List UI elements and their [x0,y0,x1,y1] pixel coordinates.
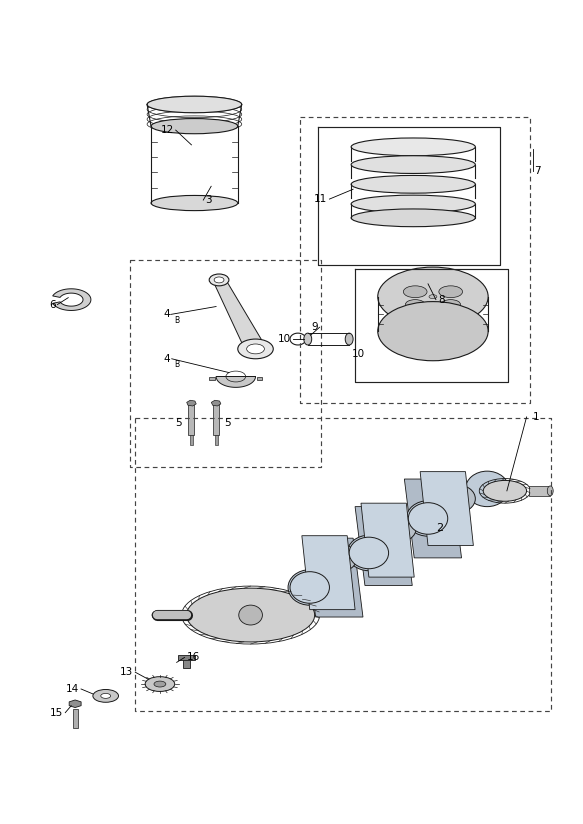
Ellipse shape [405,300,425,310]
Text: 1: 1 [532,412,539,422]
Bar [188,403,194,435]
Ellipse shape [101,694,111,699]
Text: 16: 16 [187,653,200,662]
Polygon shape [361,503,414,577]
Polygon shape [302,536,355,610]
Ellipse shape [378,302,488,361]
Text: 4: 4 [163,310,170,320]
Bar [190,435,193,444]
Text: 2: 2 [436,523,443,533]
Text: 5: 5 [224,418,231,428]
Ellipse shape [439,286,462,297]
Text: B: B [175,360,180,369]
Ellipse shape [151,119,238,133]
Ellipse shape [152,611,162,619]
Text: 3: 3 [205,195,212,205]
Text: B: B [175,316,180,325]
Text: 11: 11 [314,194,328,204]
Polygon shape [355,507,412,586]
Polygon shape [52,288,91,311]
Ellipse shape [238,339,273,358]
Ellipse shape [214,277,224,283]
Ellipse shape [429,295,437,298]
Bar [178,655,195,660]
Polygon shape [306,538,363,617]
Text: 10: 10 [352,349,365,358]
Ellipse shape [288,569,331,605]
Text: 9: 9 [311,322,318,332]
Ellipse shape [147,96,242,113]
Polygon shape [420,471,473,545]
Ellipse shape [440,485,475,513]
Bar [215,435,217,444]
Ellipse shape [345,333,353,345]
Ellipse shape [349,537,389,569]
Ellipse shape [381,514,416,542]
Text: 8: 8 [438,295,444,305]
Bar [257,377,262,381]
Bar [73,709,78,728]
Text: 4: 4 [163,353,170,363]
Polygon shape [69,700,81,708]
Text: 7: 7 [535,166,541,176]
Bar [209,377,215,381]
Polygon shape [214,277,264,353]
Text: 5: 5 [175,418,181,428]
Text: 14: 14 [66,684,79,694]
Polygon shape [211,400,221,406]
Text: 12: 12 [160,125,174,135]
Ellipse shape [351,195,475,213]
Ellipse shape [93,690,118,702]
Ellipse shape [239,605,262,625]
Ellipse shape [483,480,526,501]
Text: 6: 6 [49,300,55,310]
Ellipse shape [154,681,166,687]
Bar [213,403,219,435]
Ellipse shape [247,344,265,353]
Text: 13: 13 [120,667,134,677]
Ellipse shape [347,536,391,571]
Polygon shape [187,400,196,406]
Ellipse shape [351,138,475,156]
Text: 15: 15 [50,708,64,718]
Ellipse shape [322,544,357,572]
Ellipse shape [290,572,329,603]
Ellipse shape [351,209,475,227]
Text: 10: 10 [278,334,291,344]
Ellipse shape [378,267,488,326]
Ellipse shape [351,176,475,193]
Ellipse shape [209,274,229,286]
Ellipse shape [145,677,175,691]
Ellipse shape [304,333,312,345]
Polygon shape [405,479,462,558]
Ellipse shape [408,503,448,534]
Ellipse shape [187,588,315,642]
Ellipse shape [151,195,238,211]
Ellipse shape [441,300,461,310]
Ellipse shape [547,486,553,496]
Ellipse shape [465,471,509,507]
Ellipse shape [403,286,427,297]
Bar [182,658,191,668]
Polygon shape [216,377,255,387]
Bar [529,486,550,496]
Ellipse shape [351,156,475,174]
Ellipse shape [406,501,449,536]
